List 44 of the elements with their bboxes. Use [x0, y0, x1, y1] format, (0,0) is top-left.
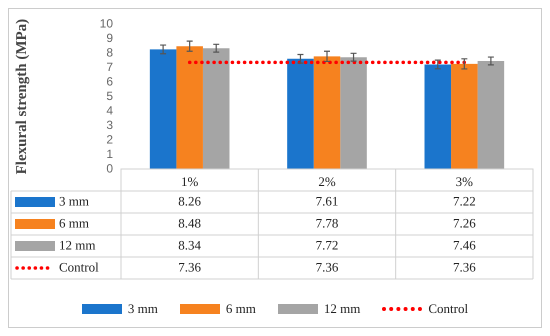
- text: 6 mm: [226, 301, 256, 316]
- y-tick-label: 4: [106, 103, 114, 118]
- text: Control: [428, 301, 468, 316]
- data-label: 7.78: [316, 215, 338, 230]
- y-tick-label: 2: [106, 132, 114, 146]
- x-tick-label: 3%: [456, 174, 474, 190]
- data-label: 7.36: [316, 259, 339, 274]
- data-label: 7.61: [316, 193, 338, 208]
- bar: [202, 48, 230, 169]
- text: 12 mm: [324, 301, 360, 316]
- y-axis-title: Flexural strength (MPa): [14, 18, 30, 174]
- y-tick-label: 1: [106, 146, 114, 161]
- bar: [314, 56, 340, 169]
- data-label: 8.34: [178, 237, 202, 252]
- data-label: 7.46: [452, 237, 476, 252]
- bar: [176, 46, 203, 169]
- x-tick-label: 2%: [318, 174, 336, 190]
- y-tick-label: 5: [106, 88, 114, 103]
- data-label: 7.36: [178, 259, 202, 274]
- legend-label: 3 mm: [59, 193, 89, 208]
- text: 3 mm: [128, 301, 158, 316]
- data-label: 7.36: [452, 259, 476, 274]
- bar: [478, 60, 504, 169]
- bar: [424, 64, 452, 169]
- y-tick-label: 9: [106, 30, 114, 45]
- y-tick-label: 7: [106, 60, 114, 74]
- bar: [150, 49, 176, 169]
- y-tick-label: 3: [106, 118, 114, 132]
- y-tick-label: 0: [106, 161, 114, 176]
- y-tick-label: 10: [100, 16, 114, 31]
- bar: [451, 64, 478, 169]
- bar: [340, 57, 367, 169]
- x-tick-label: 1%: [180, 174, 198, 190]
- y-tick-label: 8: [106, 45, 114, 60]
- data-label: 7.26: [452, 215, 476, 230]
- data-label: 8.48: [178, 215, 202, 230]
- y-tick-label: 6: [106, 74, 114, 88]
- legend-label: 12 mm: [59, 237, 96, 252]
- legend-label: Control: [59, 259, 100, 274]
- data-label: 7.72: [316, 237, 338, 252]
- data-label: 8.26: [178, 193, 202, 208]
- data-label: 7.22: [452, 193, 476, 208]
- bar: [287, 58, 314, 169]
- legend-label: 6 mm: [59, 215, 89, 230]
